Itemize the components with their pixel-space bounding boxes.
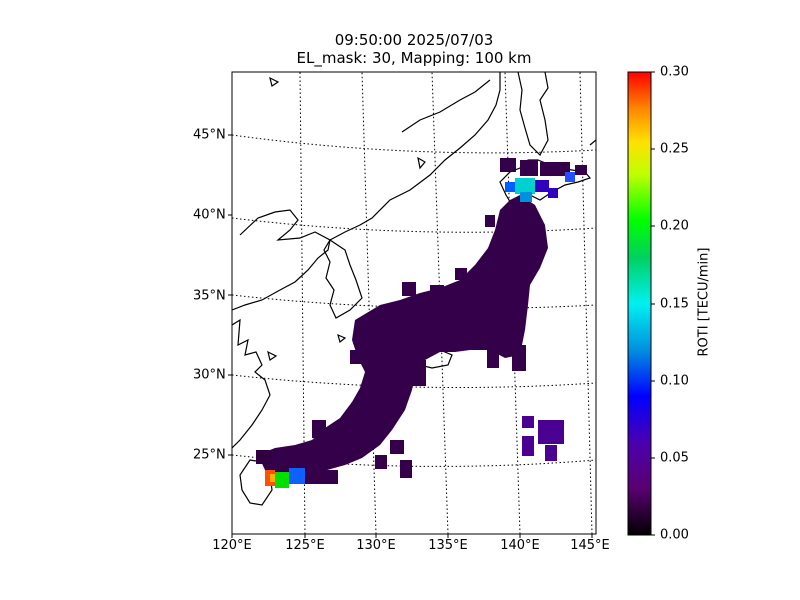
lat-tick-30: 30°N [193,367,226,383]
chart-title-line1: 09:50:00 2025/07/03 [334,31,494,49]
lat-tick-35: 35°N [193,288,226,304]
lon-tick-145: 145°E [570,538,610,553]
roti-ogasawara [522,416,564,461]
colorbar-tick-3: 0.15 [660,296,689,312]
colorbar-tick-0: 0.00 [660,527,689,543]
colorbar-tick-6: 0.30 [660,64,689,80]
colorbar [627,71,652,536]
lon-tick-125: 125°E [285,538,325,553]
roti-taiwan [256,450,305,488]
lat-tick-25: 25°N [193,447,226,463]
roti-hokkaido [505,172,575,202]
colorbar-tick-marks [651,71,655,536]
colorbar-tick-2: 0.10 [660,373,689,389]
roti-main-arc [258,158,587,484]
chart-title-line2: EL_mask: 30, Mapping: 100 km [296,49,532,67]
colorbar-tick-4: 0.20 [660,218,689,234]
map-frame [231,71,597,535]
lon-tick-120: 120°E [212,538,252,553]
colorbar-tick-5: 0.25 [660,141,689,157]
lat-tick-40: 40°N [193,207,226,223]
lat-tick-45: 45°N [193,127,226,143]
lon-tick-135: 135°E [428,538,468,553]
lon-tick-140: 140°E [500,538,540,553]
lat-tick-marks [228,134,232,456]
colorbar-label: ROTI [TECU/min] [696,247,712,357]
lon-tick-130: 130°E [356,538,396,553]
lon-tick-marks [231,534,593,538]
colorbar-tick-1: 0.05 [660,450,689,466]
